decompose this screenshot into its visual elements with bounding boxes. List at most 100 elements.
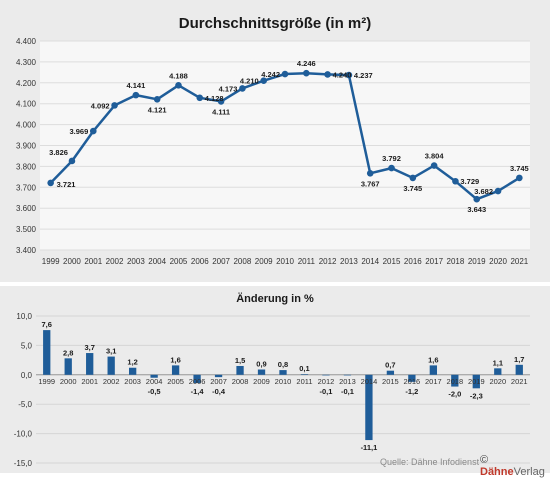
top-grid (40, 40, 530, 251)
bottom-y-tick-label: 0,0 (21, 371, 33, 380)
bottom-x-tick-label: 2005 (167, 377, 184, 386)
top-y-tick-label: 4.300 (16, 58, 37, 67)
data-label: 4.246 (297, 59, 316, 68)
data-label: -0,1 (319, 387, 332, 396)
top-x-tick-label: 2005 (170, 257, 188, 266)
bottom-x-tick-label: 2011 (296, 377, 312, 386)
data-label: 0,1 (299, 364, 309, 373)
change-bar (257, 369, 266, 375)
top-x-tick-label: 2011 (298, 257, 316, 266)
top-chart-title: Durchschnittsgröße (in m²) (179, 15, 372, 32)
top-x-tick-label: 2018 (447, 257, 465, 266)
data-point (47, 179, 54, 187)
bottom-x-tick-label: 2019 (468, 377, 485, 386)
change-bar (150, 374, 158, 378)
data-label: -2,0 (448, 390, 461, 399)
data-point (388, 164, 395, 172)
bottom-y-tick-label: -10,0 (14, 430, 33, 439)
data-point (452, 177, 459, 185)
bottom-x-tick-label: 2017 (425, 377, 442, 386)
brand-name-rest: Verlag (513, 466, 545, 478)
data-point (111, 102, 118, 109)
data-label: 2,8 (63, 348, 73, 357)
change-percent-bar-chart: Änderung in % -15,0 -10,0 -5,0 0,0 5,0 10,0 1… (0, 286, 550, 473)
bottom-y-tick-label: -15,0 (14, 459, 33, 468)
data-label: 1,1 (493, 358, 503, 367)
data-label: 0,8 (278, 360, 288, 369)
change-bar (386, 370, 395, 375)
bottom-x-tick-label: 2021 (511, 377, 528, 386)
data-label: 3.969 (69, 127, 88, 136)
top-y-tick-label: 4.100 (16, 100, 37, 109)
data-label: -0,1 (341, 387, 354, 396)
bottom-data-labels: 7,6 2,8 3,7 3,1 1,2 -0,5 1,6 -1,4 -0,4 1,5 0,9 0,8 0… (42, 320, 525, 452)
data-label: 3.682 (474, 187, 493, 196)
bottom-x-tick-label: 2014 (361, 377, 378, 386)
top-x-tick-label: 2020 (489, 257, 507, 266)
data-label: 3.792 (382, 154, 401, 163)
copyright-symbol: © (480, 454, 489, 466)
change-bar (171, 365, 180, 375)
change-bar (429, 365, 437, 375)
data-label: 3.767 (361, 179, 380, 188)
top-y-tick-label: 3.800 (16, 162, 37, 171)
bottom-x-tick-label: 2007 (210, 377, 227, 386)
top-x-tick-label: 2004 (148, 257, 166, 266)
data-label: 0,7 (385, 361, 395, 370)
change-bar (472, 374, 480, 389)
top-y-tick-label: 4.000 (16, 121, 37, 130)
top-x-tick-label: 1999 (42, 257, 60, 266)
data-point (345, 71, 353, 79)
data-point (68, 157, 76, 165)
data-label: -1,4 (191, 387, 205, 396)
change-bar (43, 330, 51, 375)
top-y-tick-label: 3.700 (16, 183, 37, 192)
data-label: 3,1 (106, 347, 116, 356)
data-label: 4.210 (240, 77, 259, 86)
data-label: 4.141 (126, 81, 145, 90)
top-x-tick-label: 2021 (510, 257, 528, 266)
top-y-tick-label: 4.400 (16, 37, 37, 46)
top-x-tick-label: 2001 (84, 257, 102, 266)
data-point (260, 77, 267, 85)
bottom-x-tick-label: 2001 (81, 377, 98, 386)
bottom-y-axis: -15,0 -10,0 -5,0 0,0 5,0 10,0 (14, 312, 33, 468)
top-x-tick-label: 2000 (63, 257, 81, 266)
data-label: 3.826 (49, 148, 68, 157)
data-label: 4.173 (219, 84, 238, 93)
top-y-tick-label: 4.200 (16, 79, 37, 88)
bottom-x-tick-label: 2015 (382, 377, 399, 386)
bottom-x-tick-label: 2018 (446, 377, 463, 386)
brand-name-bold: Dähne (480, 466, 514, 478)
data-label: 4.237 (354, 71, 373, 80)
data-point (409, 174, 417, 182)
data-label: 3.745 (403, 184, 422, 193)
top-data-labels: 3.721 3.826 3.969 4.092 4.141 4.121 4.188 4.128… (49, 59, 529, 214)
bottom-chart-title: Änderung in % (236, 292, 314, 305)
data-point (366, 169, 374, 177)
change-bar (129, 367, 137, 375)
source-note: Quelle: Dähne Infodienst (380, 457, 480, 467)
average-size-line-chart: Durchschnittsgröße (in m²) 3.400 3.500 3.6… (0, 0, 550, 282)
top-x-tick-label: 2016 (404, 257, 422, 266)
data-point (324, 71, 331, 78)
bottom-bars (43, 330, 523, 441)
top-x-tick-label: 2012 (319, 257, 337, 266)
bottom-x-tick-label: 1999 (38, 377, 55, 386)
bottom-x-axis: 1999 2000 2001 2002 2003 2004 2005 2006 2007 2008… (38, 377, 527, 386)
data-point (132, 91, 140, 99)
bottom-x-tick-label: 2003 (124, 377, 141, 386)
data-point (89, 127, 97, 135)
change-bar (515, 364, 523, 375)
data-label: 3.721 (57, 180, 76, 189)
data-point (473, 195, 481, 203)
change-bar (279, 370, 287, 375)
data-label: 4.128 (205, 94, 224, 103)
bottom-x-tick-label: 2010 (275, 377, 292, 386)
data-point (175, 82, 182, 89)
data-point (494, 187, 502, 195)
data-label: 1,6 (170, 355, 180, 364)
top-y-tick-label: 3.400 (16, 246, 37, 255)
publisher-logo: © DähneVerlag (480, 454, 550, 478)
data-label: 0,9 (256, 360, 266, 369)
